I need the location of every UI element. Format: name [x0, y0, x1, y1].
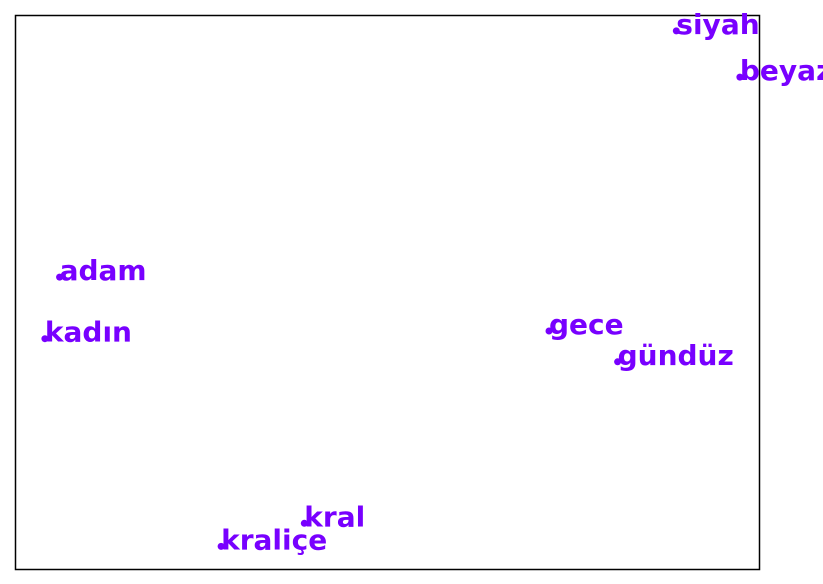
scatter-point [672, 27, 680, 35]
scatter-point [56, 273, 64, 281]
point-label: adam [60, 254, 147, 287]
point-label: beyaz [740, 54, 823, 87]
scatter-point [217, 542, 225, 550]
plot-frame [14, 14, 761, 571]
scatter-point [614, 358, 622, 366]
scatter-point [41, 335, 49, 343]
scatter-point [736, 73, 744, 81]
point-label: kral [304, 500, 365, 533]
point-label: kadın [45, 316, 132, 349]
point-label: gündüz [618, 339, 734, 372]
point-label: siyah [676, 8, 759, 41]
point-label: gece [549, 308, 624, 341]
point-label: kraliçe [221, 523, 327, 556]
scatter-point [545, 327, 553, 335]
scatter-point [300, 519, 308, 527]
